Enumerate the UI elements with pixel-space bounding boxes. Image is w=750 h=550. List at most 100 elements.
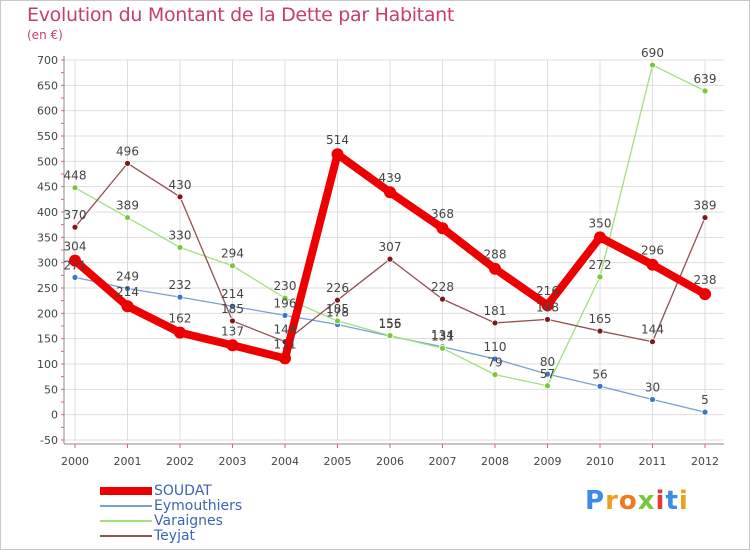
data-point-varaignes (596, 273, 604, 281)
data-point-varaignes (701, 87, 709, 95)
data-label-eymouthiers: 134 (431, 328, 454, 342)
x-tick-label: 2007 (429, 455, 457, 468)
data-point-soudat (489, 262, 501, 275)
data-point-soudat (121, 300, 134, 313)
data-point-varaignes (229, 262, 236, 270)
data-point-varaignes (491, 371, 499, 379)
logo-letter: t (665, 486, 679, 516)
data-label-varaignes: 639 (694, 72, 717, 86)
data-label-teyjat: 430 (169, 178, 192, 192)
data-label-varaignes: 57 (540, 367, 555, 381)
data-point-soudat (384, 186, 396, 199)
data-label-varaignes: 185 (326, 302, 349, 316)
data-point-teyjat (596, 327, 604, 335)
data-label-soudat: 216 (536, 284, 559, 298)
y-tick-label: 250 (37, 282, 58, 295)
data-label-eymouthiers: 178 (326, 305, 349, 319)
data-point-varaignes (649, 61, 656, 69)
x-tick-label: 2006 (376, 455, 404, 468)
data-label-eymouthiers: 271 (64, 258, 87, 272)
chart-legend: SOUDAT Eymouthiers Varaignes Teyjat (100, 483, 242, 544)
data-label-teyjat: 181 (484, 304, 507, 318)
data-label-varaignes: 272 (589, 258, 612, 272)
data-label-teyjat: 144 (274, 323, 297, 337)
data-point-teyjat (229, 317, 236, 325)
data-point-eymouthiers (596, 382, 604, 390)
data-label-eymouthiers: 5 (701, 393, 709, 407)
y-tick-label: 700 (37, 54, 58, 67)
data-point-varaignes (386, 332, 394, 340)
data-point-varaignes (334, 317, 341, 325)
data-label-soudat: 288 (484, 248, 507, 262)
x-tick-label: 2009 (534, 455, 562, 468)
x-tick-label: 2004 (271, 455, 299, 468)
y-tick-label: 50 (44, 383, 58, 396)
data-label-teyjat: 185 (221, 302, 244, 316)
x-tick-label: 2012 (691, 455, 719, 468)
data-label-teyjat: 144 (641, 323, 664, 337)
data-point-soudat (279, 352, 291, 365)
data-point-eymouthiers (124, 285, 131, 292)
data-label-teyjat: 188 (536, 300, 559, 314)
data-point-eymouthiers (281, 311, 289, 319)
chart-title: Evolution du Montant de la Dette par Hab… (27, 4, 455, 26)
logo-letter: P (585, 486, 606, 516)
data-label-teyjat: 370 (64, 208, 87, 222)
proxiti-logo: Proxiti (585, 486, 689, 516)
x-tick-label: 2000 (61, 455, 89, 468)
data-point-soudat (436, 222, 449, 235)
x-tick-label: 2010 (586, 455, 614, 468)
y-tick-label: 150 (37, 333, 58, 346)
data-point-teyjat (176, 193, 184, 201)
legend-item-eymouthiers: Eymouthiers (100, 498, 242, 514)
legend-item-teyjat: Teyjat (100, 527, 242, 544)
legend-swatch-eymouthiers (100, 504, 152, 507)
y-tick-label: 400 (37, 206, 58, 219)
legend-item-varaignes: Varaignes (100, 512, 242, 529)
y-tick-label: 350 (37, 231, 58, 244)
logo-letter: o (618, 486, 638, 516)
data-label-soudat: 304 (64, 240, 87, 254)
data-label-soudat: 439 (379, 171, 402, 185)
data-point-teyjat (71, 223, 79, 231)
data-point-soudat (174, 326, 186, 339)
data-label-eymouthiers: 232 (169, 278, 192, 292)
y-tick-label: 550 (37, 130, 58, 143)
data-point-soudat (699, 288, 711, 301)
y-tick-label: 300 (37, 257, 58, 270)
data-label-varaignes: 389 (116, 199, 139, 213)
y-tick-label: 200 (37, 307, 58, 320)
data-label-soudat: 111 (274, 337, 297, 351)
y-tick-label: 0 (51, 409, 58, 422)
data-point-varaignes (71, 184, 79, 192)
data-label-soudat: 368 (431, 207, 454, 221)
y-tick-label: 450 (37, 181, 58, 194)
legend-swatch-soudat (100, 486, 152, 495)
data-label-soudat: 238 (694, 273, 717, 287)
data-point-soudat (594, 231, 606, 244)
data-label-varaignes: 79 (487, 356, 502, 370)
data-point-eymouthiers (229, 302, 236, 310)
data-label-teyjat: 389 (694, 199, 717, 213)
data-label-soudat: 350 (589, 216, 612, 230)
chart-subtitle: (en €) (27, 28, 63, 42)
data-point-eymouthiers (176, 293, 184, 301)
legend-item-soudat: SOUDAT (100, 483, 242, 499)
data-point-soudat (646, 258, 659, 271)
logo-letter: x (637, 486, 656, 516)
data-point-soudat (331, 148, 344, 161)
legend-swatch-teyjat (100, 534, 152, 537)
data-point-teyjat (701, 214, 709, 221)
legend-label-varaignes: Varaignes (154, 512, 223, 529)
data-point-teyjat (439, 295, 446, 303)
x-tick-label: 2002 (166, 455, 194, 468)
data-label-eymouthiers: 155 (379, 317, 402, 331)
data-point-eymouthiers (649, 396, 656, 403)
y-tick-label: 500 (37, 155, 58, 168)
data-label-eymouthiers: 196 (274, 296, 297, 310)
data-label-eymouthiers: 56 (592, 367, 607, 381)
logo-letter: i (678, 486, 689, 516)
legend-label-teyjat: Teyjat (154, 527, 196, 544)
